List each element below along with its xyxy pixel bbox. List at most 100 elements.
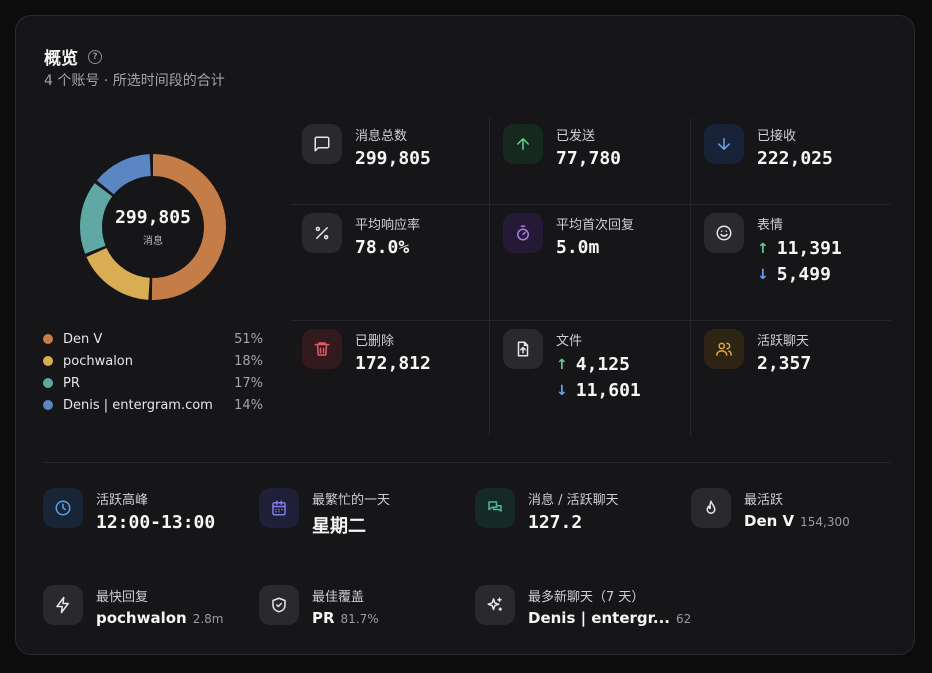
stat-label: 最佳覆盖 [312, 590, 365, 605]
help-icon[interactable]: ? [88, 49, 102, 64]
stat-sent: 已发送 77,780 [503, 124, 621, 169]
legend-dot [43, 356, 53, 366]
stat-value: pochwalon 2.8m [96, 609, 224, 627]
stat-value: 222,025 [757, 148, 833, 169]
chat-bubbles-icon [475, 488, 515, 528]
stat-value: PR 81.7% [312, 609, 379, 627]
stat-value-up: ↑ 11,391 [757, 238, 842, 259]
stat-label: 平均首次回复 [556, 218, 635, 233]
stat-label: 平均响应率 [355, 218, 421, 233]
flame-icon [691, 488, 731, 528]
stat-value-down: ↓ 5,499 [757, 264, 831, 285]
stat-value: 5.0m [556, 237, 600, 258]
arrow-down-icon: ↓ [757, 266, 769, 283]
overview-card: 概览 ? 4 个账号 · 所选时间段的合计 299,805 消息 Den V 5… [15, 15, 915, 655]
timer-icon [503, 213, 543, 253]
donut-segment-0[interactable] [80, 154, 226, 300]
stat-best-coverage: 最佳覆盖 PR 81.7% [259, 585, 379, 627]
stat-total-messages: 消息总数 299,805 [302, 124, 431, 169]
donut-segment-2[interactable] [80, 154, 226, 300]
stat-label: 消息 / 活跃聊天 [528, 493, 619, 508]
users-icon [704, 329, 744, 369]
stat-busiest-day: 最繁忙的一天 星期二 [259, 488, 390, 538]
legend-name: PR [63, 375, 80, 391]
stat-value: 星期二 [312, 516, 366, 537]
stat-value: 78.0% [355, 237, 410, 258]
shield-check-icon [259, 585, 299, 625]
donut-total: 299,805 [115, 207, 191, 228]
legend: Den V 51% pochwalon 18% PR 17% Denis | e… [43, 328, 263, 416]
stat-msgs-per-chat: 消息 / 活跃聊天 127.2 [475, 488, 619, 533]
stat-label: 已删除 [355, 334, 395, 349]
legend-pct: 14% [234, 397, 263, 413]
stat-first-reply: 平均首次回复 5.0m [503, 213, 634, 258]
legend-name: Den V [63, 331, 103, 347]
percent-icon [302, 213, 342, 253]
donut-center: 299,805 消息 [78, 152, 228, 302]
stat-most-active: 最活跃 Den V 154,300 [691, 488, 850, 530]
calendar-icon [259, 488, 299, 528]
legend-pct: 51% [234, 331, 263, 347]
stat-response-rate: 平均响应率 78.0% [302, 213, 420, 258]
bolt-icon [43, 585, 83, 625]
stat-label: 文件 [556, 334, 583, 349]
stat-value-up: ↑ 4,125 [556, 354, 630, 375]
donut-chart: 299,805 消息 [78, 152, 228, 302]
message-icon [302, 124, 342, 164]
stat-reactions: 表情 ↑ 11,391 ↓ 5,499 [704, 213, 842, 285]
sparkles-icon [475, 585, 515, 625]
arrow-down-icon: ↓ [556, 382, 568, 399]
stat-sub: 62 [675, 612, 692, 626]
legend-pct: 18% [234, 353, 263, 369]
stat-value: 77,780 [556, 148, 622, 169]
legend-dot [43, 334, 53, 344]
legend-item[interactable]: PR 17% [43, 372, 263, 394]
file-upload-icon [503, 329, 543, 369]
stat-label: 消息总数 [355, 129, 408, 144]
stat-label: 已接收 [757, 129, 797, 144]
stat-deleted: 已删除 172,812 [302, 329, 431, 374]
title-text: 概览 [44, 49, 78, 69]
legend-dot [43, 400, 53, 410]
stat-files: 文件 ↑ 4,125 ↓ 11,601 [503, 329, 641, 401]
legend-item[interactable]: Denis | entergram.com 14% [43, 394, 263, 416]
stat-received: 已接收 222,025 [704, 124, 833, 169]
stat-label: 最快回复 [96, 590, 149, 605]
legend-item[interactable]: Den V 51% [43, 328, 263, 350]
grid-divider [291, 320, 891, 321]
stat-active-chats: 活跃聊天 2,357 [704, 329, 811, 374]
arrow-up-icon: ↑ [556, 356, 568, 373]
page-title: 概览 ? [44, 44, 102, 69]
stat-fastest-reply: 最快回复 pochwalon 2.8m [43, 585, 224, 627]
stat-value-down: ↓ 11,601 [556, 380, 641, 401]
trash-icon [302, 329, 342, 369]
grid-divider [489, 118, 490, 436]
stat-sub: 2.8m [192, 612, 224, 626]
stat-sub: 154,300 [800, 515, 850, 529]
legend-pct: 17% [234, 375, 263, 391]
grid-divider [690, 118, 691, 436]
stat-value: 127.2 [528, 512, 583, 533]
stat-sub: 81.7% [340, 612, 379, 626]
stat-label: 最活跃 [744, 493, 784, 508]
arrow-up-icon [503, 124, 543, 164]
donut-label: 消息 [143, 236, 163, 247]
stat-label: 活跃高峰 [96, 493, 149, 508]
stat-label: 最繁忙的一天 [312, 493, 391, 508]
stat-value: 12:00-13:00 [96, 512, 216, 533]
legend-item[interactable]: pochwalon 18% [43, 350, 263, 372]
arrow-up-icon: ↑ [757, 240, 769, 257]
stat-label: 已发送 [556, 129, 596, 144]
stat-label: 最多新聊天（7 天） [528, 590, 645, 605]
stat-most-new-chats: 最多新聊天（7 天） Denis | entergr... 62 [475, 585, 691, 627]
stat-value: 2,357 [757, 353, 812, 374]
grid-divider [291, 204, 891, 205]
legend-name: pochwalon [63, 353, 133, 369]
legend-name: Denis | entergram.com [63, 397, 213, 413]
section-divider [43, 462, 891, 463]
stat-value: Den V 154,300 [744, 512, 850, 530]
stat-peak: 活跃高峰 12:00-13:00 [43, 488, 215, 533]
arrow-down-icon [704, 124, 744, 164]
stat-value: Denis | entergr... 62 [528, 609, 692, 627]
stat-value: 299,805 [355, 148, 431, 169]
